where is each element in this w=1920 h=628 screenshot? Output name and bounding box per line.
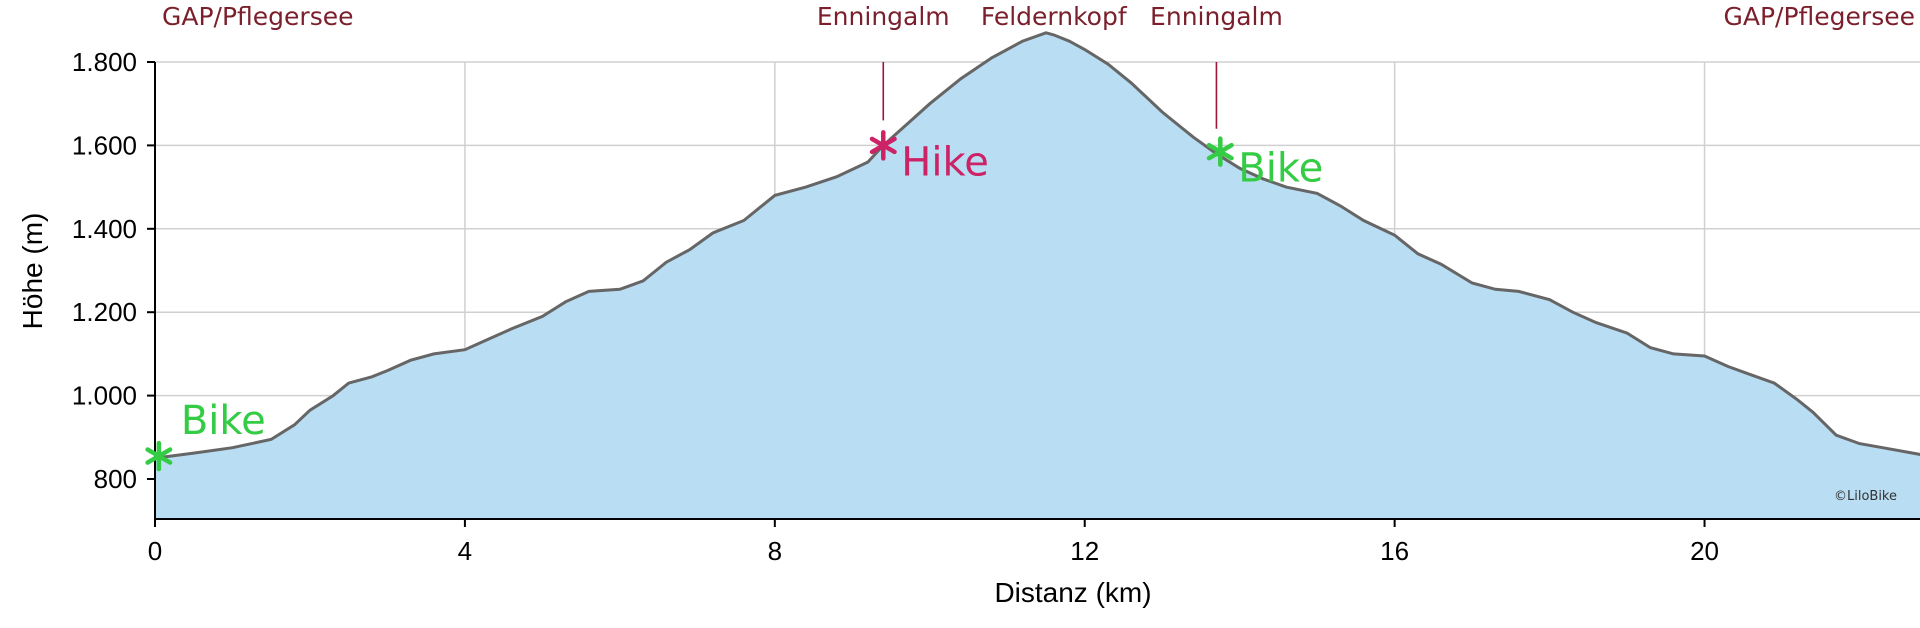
x-tick-label: 16 [1380, 536, 1409, 566]
axes [154, 62, 1920, 520]
x-axis-title: Distanz (km) [994, 577, 1151, 608]
y-axis-title: Höhe (m) [17, 213, 48, 330]
y-tick-label: 1.600 [72, 130, 137, 160]
y-tick-label: 1.000 [72, 381, 137, 411]
place-marker-lines [882, 62, 1218, 129]
y-tick-label: 1.400 [72, 214, 137, 244]
elevation-line [154, 31, 1920, 460]
asterisk-stroke [145, 447, 173, 465]
y-tick-label: 800 [94, 464, 137, 494]
elevation-area [155, 32, 1920, 519]
asterisk-stroke [1206, 142, 1234, 161]
activity-marker: Bike [145, 398, 266, 472]
x-tick-label: 8 [768, 536, 782, 566]
activity-label: Bike [181, 398, 266, 444]
place-label: GAP/Pflegersee [1724, 2, 1916, 31]
activity-label: Hike [901, 139, 989, 185]
x-tick-label: 4 [458, 536, 472, 566]
place-label: Feldernkopf [981, 2, 1128, 31]
x-tick-label: 0 [148, 536, 162, 566]
asterisk-stroke [869, 136, 897, 155]
y-axis-ticks: 800 1.000 1.200 1.400 1.600 1.800 [72, 47, 155, 494]
x-tick-label: 12 [1070, 536, 1099, 566]
place-label: GAP/Pflegersee [162, 2, 354, 31]
x-tick-label: 20 [1690, 536, 1719, 566]
y-tick-label: 1.800 [72, 47, 137, 77]
activity-markers: Bike Hike Bike [145, 130, 1323, 472]
place-label: Enningalm [817, 2, 950, 31]
activity-marker: Hike [869, 130, 989, 185]
x-axis-ticks: 0 4 8 12 16 20 [148, 519, 1719, 566]
place-label: Enningalm [1150, 2, 1283, 31]
y-tick-label: 1.200 [72, 297, 137, 327]
copyright-text: ©LiloBike [1834, 489, 1897, 504]
activity-label: Bike [1238, 146, 1323, 192]
place-labels: GAP/Pflegersee Enningalm Feldernkopf Enning… [162, 2, 1915, 31]
activity-marker: Bike [1206, 136, 1323, 192]
